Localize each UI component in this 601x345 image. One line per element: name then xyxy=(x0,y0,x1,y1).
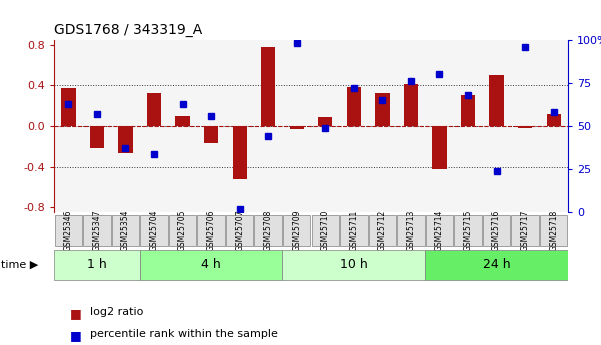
Text: GSM25707: GSM25707 xyxy=(235,209,244,251)
Text: GSM25712: GSM25712 xyxy=(378,210,387,251)
Bar xyxy=(489,75,504,126)
Bar xyxy=(404,84,418,126)
FancyBboxPatch shape xyxy=(169,215,197,246)
Text: percentile rank within the sample: percentile rank within the sample xyxy=(90,329,278,339)
Bar xyxy=(175,116,190,126)
Text: GSM25704: GSM25704 xyxy=(150,209,159,251)
Text: 4 h: 4 h xyxy=(201,258,221,271)
Text: 1 h: 1 h xyxy=(87,258,107,271)
Bar xyxy=(61,88,76,126)
Text: GSM25710: GSM25710 xyxy=(321,210,330,251)
Bar xyxy=(90,126,104,148)
FancyBboxPatch shape xyxy=(254,215,282,246)
Bar xyxy=(347,87,361,126)
Text: ■: ■ xyxy=(70,307,81,320)
Bar xyxy=(461,96,475,126)
Text: GSM25354: GSM25354 xyxy=(121,209,130,251)
Bar xyxy=(318,117,332,126)
FancyBboxPatch shape xyxy=(397,215,425,246)
FancyBboxPatch shape xyxy=(197,215,225,246)
FancyBboxPatch shape xyxy=(425,250,568,279)
Text: log2 ratio: log2 ratio xyxy=(90,307,144,317)
FancyBboxPatch shape xyxy=(454,215,482,246)
Text: GSM25716: GSM25716 xyxy=(492,210,501,251)
Bar xyxy=(147,93,161,126)
Text: GSM25711: GSM25711 xyxy=(349,210,358,251)
FancyBboxPatch shape xyxy=(511,215,539,246)
FancyBboxPatch shape xyxy=(540,215,567,246)
FancyBboxPatch shape xyxy=(226,215,254,246)
FancyBboxPatch shape xyxy=(426,215,453,246)
Text: 24 h: 24 h xyxy=(483,258,510,271)
Bar xyxy=(290,126,304,129)
Bar xyxy=(233,126,247,179)
Bar xyxy=(204,126,218,143)
Text: GSM25714: GSM25714 xyxy=(435,210,444,251)
FancyBboxPatch shape xyxy=(55,215,82,246)
FancyBboxPatch shape xyxy=(112,215,139,246)
FancyBboxPatch shape xyxy=(283,215,311,246)
Text: GSM25709: GSM25709 xyxy=(292,209,301,251)
FancyBboxPatch shape xyxy=(368,215,396,246)
Text: GDS1768 / 343319_A: GDS1768 / 343319_A xyxy=(54,23,203,37)
Text: 10 h: 10 h xyxy=(340,258,368,271)
Text: GSM25705: GSM25705 xyxy=(178,209,187,251)
Bar xyxy=(432,126,447,169)
Text: GSM25713: GSM25713 xyxy=(406,210,415,251)
FancyBboxPatch shape xyxy=(311,215,339,246)
FancyBboxPatch shape xyxy=(140,215,168,246)
Text: GSM25706: GSM25706 xyxy=(207,209,216,251)
FancyBboxPatch shape xyxy=(54,250,139,279)
Text: GSM25708: GSM25708 xyxy=(264,210,273,251)
Bar xyxy=(546,114,561,126)
Text: GSM25347: GSM25347 xyxy=(93,209,102,251)
FancyBboxPatch shape xyxy=(282,250,425,279)
FancyBboxPatch shape xyxy=(483,215,510,246)
Bar xyxy=(118,126,133,153)
Bar xyxy=(261,47,275,126)
FancyBboxPatch shape xyxy=(340,215,368,246)
Text: GSM25717: GSM25717 xyxy=(520,210,529,251)
FancyBboxPatch shape xyxy=(139,250,282,279)
Text: GSM25346: GSM25346 xyxy=(64,209,73,251)
FancyBboxPatch shape xyxy=(83,215,111,246)
Text: ■: ■ xyxy=(70,329,81,342)
Bar xyxy=(375,93,389,126)
Text: GSM25718: GSM25718 xyxy=(549,210,558,251)
Bar xyxy=(518,126,532,128)
Text: GSM25715: GSM25715 xyxy=(463,210,472,251)
Text: time ▶: time ▶ xyxy=(1,260,38,270)
